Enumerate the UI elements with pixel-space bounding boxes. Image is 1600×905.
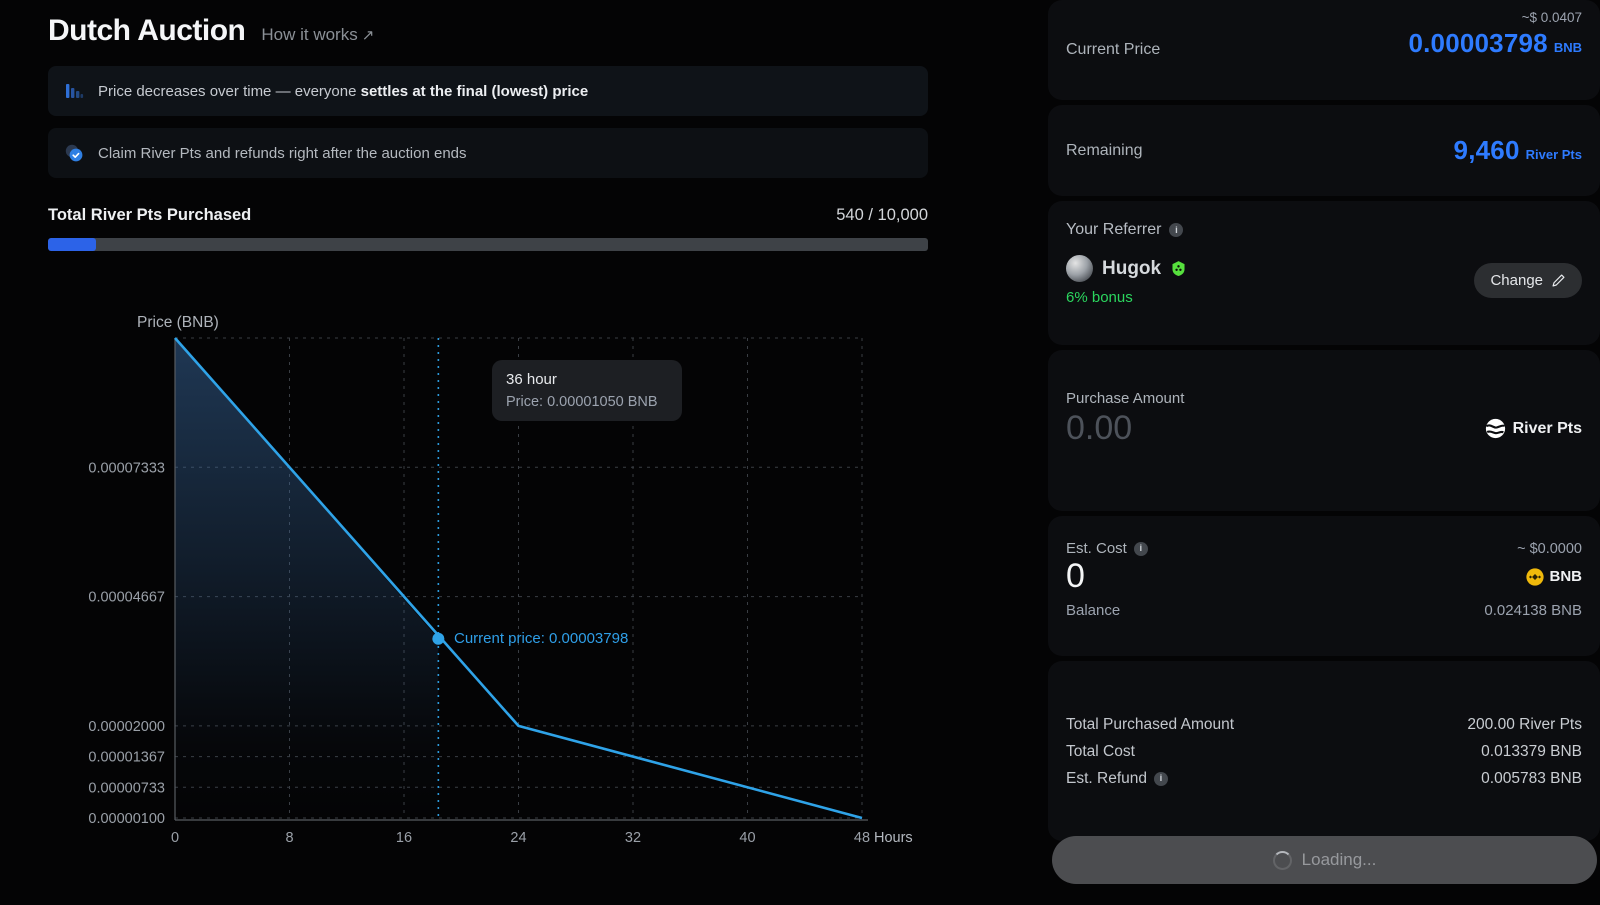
purchase-unit: River Pts bbox=[1485, 418, 1582, 439]
purchase-amount-label: Purchase Amount bbox=[1066, 390, 1185, 407]
verified-badge-icon bbox=[1170, 260, 1187, 277]
est-cost-usd: ~ $0.0000 bbox=[1517, 540, 1582, 557]
referrer-label: Your Referrer bbox=[1066, 221, 1162, 238]
current-price-usd: ~$ 0.0407 bbox=[1521, 10, 1582, 25]
svg-text:0.00000733: 0.00000733 bbox=[88, 780, 165, 796]
summary-row: Total Purchased Amount 200.00 River Pts bbox=[1066, 711, 1582, 738]
total-cost-label: Total Cost bbox=[1066, 743, 1135, 760]
price-chart: 0.00007333 0.00004667 0.00002000 0.00001367… bbox=[60, 296, 965, 876]
info-row-claim: Claim River Pts and refunds right after … bbox=[48, 128, 928, 178]
current-price-card: Current Price ~$ 0.0407 0.00003798 BNB bbox=[1048, 0, 1600, 100]
info-text: Claim River Pts and refunds right after … bbox=[98, 144, 467, 162]
tooltip-hour: 36 hour bbox=[506, 371, 557, 388]
svg-text:0.00007333: 0.00007333 bbox=[88, 460, 165, 476]
bar-chart-icon bbox=[64, 81, 84, 101]
info-text: Price decreases over time — everyone bbox=[98, 82, 361, 100]
spinner-icon bbox=[1272, 850, 1292, 870]
page-header: Dutch Auction How it works ↗ bbox=[48, 14, 374, 48]
svg-text:0: 0 bbox=[171, 830, 179, 846]
how-it-works-link[interactable]: How it works ↗ bbox=[261, 25, 375, 44]
balance-value: 0.024138 BNB bbox=[1484, 602, 1582, 620]
referrer-avatar bbox=[1066, 255, 1093, 282]
svg-text:40: 40 bbox=[739, 830, 755, 846]
info-text-bold: settles at the final (lowest) price bbox=[360, 82, 589, 100]
total-purchased-label: Total Purchased Amount bbox=[1066, 716, 1235, 733]
progress-bar-fill bbox=[48, 238, 96, 251]
info-row-price: Price decreases over time — everyone set… bbox=[48, 66, 928, 116]
pencil-icon bbox=[1551, 273, 1566, 288]
info-icon[interactable]: i bbox=[1154, 771, 1168, 786]
page-title: Dutch Auction bbox=[48, 14, 246, 47]
info-icon[interactable]: i bbox=[1169, 223, 1184, 237]
est-cost-label: Est. Cost bbox=[1066, 540, 1127, 557]
progress-bar bbox=[48, 238, 928, 251]
progress-value: 540 / 10,000 bbox=[836, 206, 928, 224]
svg-text:0.00002000: 0.00002000 bbox=[88, 719, 165, 735]
current-price-unit: BNB bbox=[1553, 40, 1582, 55]
svg-text:Hours: Hours bbox=[874, 830, 913, 846]
external-link-icon: ↗ bbox=[361, 27, 375, 44]
price-chart-plot[interactable]: 0.00007333 0.00004667 0.00002000 0.00001367… bbox=[60, 296, 965, 866]
referrer-card: Your Referrer i Hugok 6% bonus Change bbox=[1048, 201, 1600, 345]
remaining-value: 9,460 bbox=[1453, 135, 1520, 165]
est-refund-value: 0.005783 BNB bbox=[1481, 770, 1582, 787]
svg-text:24: 24 bbox=[510, 830, 526, 846]
svg-text:0.00001367: 0.00001367 bbox=[88, 750, 165, 766]
total-purchased-value: 200.00 River Pts bbox=[1467, 716, 1582, 733]
progress-header: Total River Pts Purchased 540 / 10,000 bbox=[48, 206, 928, 225]
svg-text:0.00000100: 0.00000100 bbox=[88, 811, 165, 827]
total-cost-value: 0.013379 BNB bbox=[1481, 743, 1582, 760]
referrer-name: Hugok bbox=[1102, 257, 1162, 279]
bnb-coin-icon bbox=[1525, 567, 1544, 586]
summary-row: Total Cost 0.013379 BNB bbox=[1066, 738, 1582, 765]
progress-label: Total River Pts Purchased bbox=[48, 206, 252, 224]
auction-info: Price decreases over time — everyone set… bbox=[48, 66, 928, 190]
summary-card: Total Purchased Amount 200.00 River Pts … bbox=[1048, 661, 1600, 841]
svg-text:32: 32 bbox=[625, 830, 641, 846]
trade-sidebar: Current Price ~$ 0.0407 0.00003798 BNB R… bbox=[1048, 0, 1600, 905]
purchase-amount-input[interactable] bbox=[1066, 409, 1326, 448]
remaining-label: Remaining bbox=[1066, 141, 1143, 159]
chart-title: Price (BNB) bbox=[137, 314, 219, 331]
est-cost-value: 0 bbox=[1066, 557, 1085, 595]
est-refund-label: Est. Refund bbox=[1066, 770, 1147, 787]
bnb-unit: BNB bbox=[1525, 567, 1582, 586]
balance-label: Balance bbox=[1066, 602, 1121, 620]
remaining-card: Remaining 9,460 River Pts bbox=[1048, 105, 1600, 196]
tooltip-price: Price: 0.00001050 BNB bbox=[506, 394, 658, 410]
svg-text:8: 8 bbox=[285, 830, 293, 846]
svg-text:0.00004667: 0.00004667 bbox=[88, 590, 165, 606]
summary-row: Est. Refund i 0.005783 BNB bbox=[1066, 765, 1582, 792]
chart-tooltip: 36 hour Price: 0.00001050 BNB bbox=[492, 360, 682, 421]
svg-text:48: 48 bbox=[854, 830, 870, 846]
remaining-unit: River Pts bbox=[1525, 147, 1582, 162]
purchase-amount-card: Purchase Amount River Pts bbox=[1048, 350, 1600, 511]
change-referrer-button[interactable]: Change bbox=[1474, 263, 1582, 298]
referrer-bonus: 6% bonus bbox=[1066, 289, 1133, 306]
coins-claim-icon bbox=[64, 143, 84, 163]
est-cost-card: Est. Cost i ~ $0.0000 0 BNB Balance 0.02… bbox=[1048, 516, 1600, 656]
current-price-value: 0.00003798 bbox=[1408, 28, 1548, 58]
loading-button[interactable]: Loading... bbox=[1052, 836, 1597, 884]
svg-text:16: 16 bbox=[396, 830, 412, 846]
river-pts-icon bbox=[1485, 418, 1506, 439]
current-price-label: Current Price bbox=[1066, 41, 1161, 58]
current-price-annotation: Current price: 0.00003798 bbox=[454, 630, 629, 647]
info-icon[interactable]: i bbox=[1133, 541, 1148, 556]
